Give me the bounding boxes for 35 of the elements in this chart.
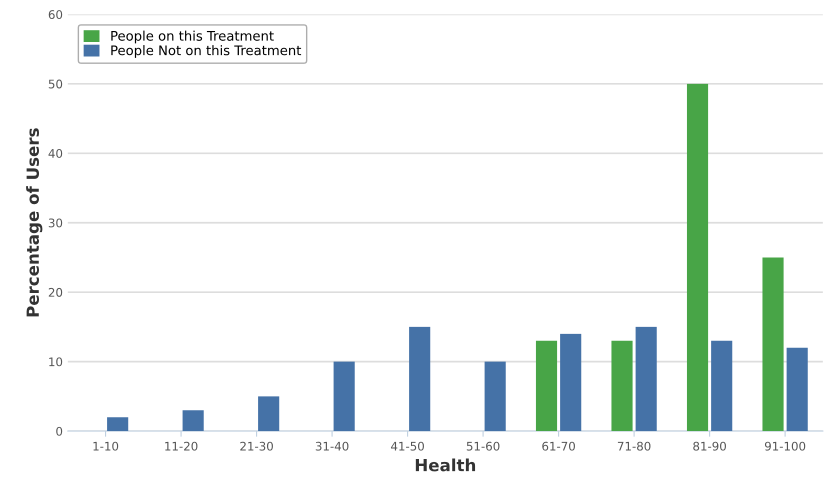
x-axis-title: Health (416, 458, 476, 472)
x-tick-label: 51-60 (466, 442, 500, 451)
y-tick-label: 10 (49, 357, 62, 366)
y-tick-label: 20 (48, 288, 62, 297)
bar (107, 417, 128, 432)
y-tick-label: 0 (56, 426, 62, 436)
bar (536, 340, 558, 432)
bar (484, 362, 506, 432)
bar (334, 362, 355, 432)
bar (409, 326, 430, 432)
x-tick-label: 31-40 (316, 442, 348, 451)
bar (182, 410, 204, 432)
bar (258, 396, 280, 432)
y-tick-label: 60 (48, 10, 62, 20)
x-tick-label: 1-10 (93, 442, 118, 451)
x-tick-label: 81-90 (693, 442, 726, 451)
bar (711, 340, 732, 432)
bar (636, 326, 657, 432)
y-tick-label: 40 (48, 149, 62, 158)
x-tick-label: 41-50 (391, 442, 424, 451)
x-tick-label: 71-80 (618, 442, 650, 451)
x-tick-label: 91-100 (764, 442, 806, 451)
bar (762, 257, 784, 432)
x-tick-label: 11-20 (165, 442, 198, 451)
x-tick-label: 61-70 (542, 442, 575, 451)
legend-label: People Not on this Treatment (111, 45, 302, 58)
bar (686, 84, 708, 432)
bar (786, 348, 808, 432)
legend-label: People on this Treatment (111, 30, 274, 44)
bar (611, 340, 633, 432)
bar (560, 334, 582, 432)
x-tick-label: 21-30 (240, 442, 273, 451)
y-axis-title: Percentage of Users (26, 128, 42, 316)
y-tick-label: 50 (48, 80, 62, 88)
y-tick-label: 30 (48, 218, 62, 228)
